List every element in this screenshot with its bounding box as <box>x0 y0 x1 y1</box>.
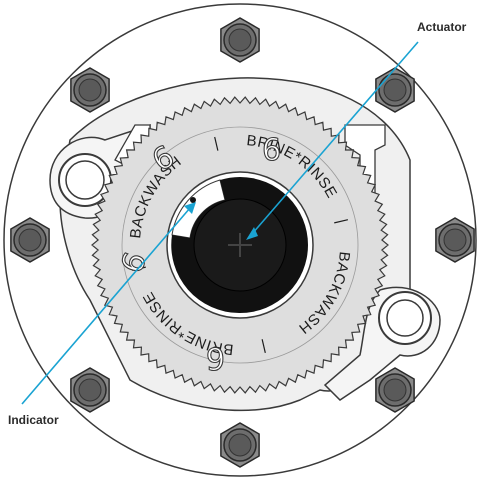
bolt <box>220 17 260 63</box>
bolt <box>375 367 415 413</box>
bolt <box>220 422 260 468</box>
bolt <box>10 217 50 263</box>
left-lug-inner <box>65 160 105 200</box>
actuator-label: Actuator <box>417 20 467 34</box>
dial-inner-ring <box>121 126 359 364</box>
actuator-callout-line <box>251 41 419 235</box>
dial-six-mark: 6 <box>262 133 281 168</box>
indicator-label: Indicator <box>8 413 59 427</box>
bolt <box>70 67 110 113</box>
dial-separator: | <box>212 134 220 152</box>
indicator-arrowhead <box>184 202 196 214</box>
indicator-callout-line <box>21 207 191 405</box>
right-lug-inner <box>386 299 424 337</box>
bolt-ring <box>10 17 475 468</box>
bolt <box>70 367 110 413</box>
dial-separator: | <box>333 217 351 225</box>
bolt <box>375 67 415 113</box>
bolt <box>435 217 475 263</box>
dial-separator: | <box>260 338 268 356</box>
actuator-arrowhead <box>246 227 258 240</box>
dial-six-mark: 6 <box>206 340 225 375</box>
indicator-dot <box>190 197 196 203</box>
